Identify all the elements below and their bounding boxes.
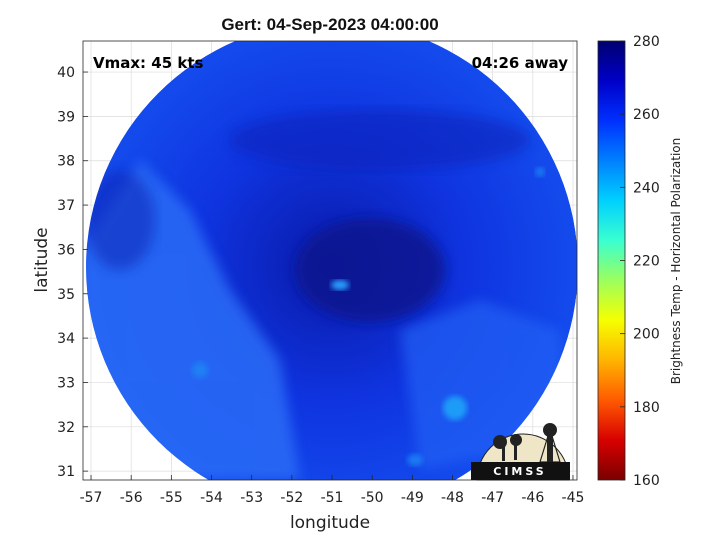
dark-arc-north [230, 110, 530, 170]
cell-center [331, 280, 349, 290]
x-axis-label: longitude [290, 513, 370, 533]
x-tick-label: -52 [280, 490, 303, 506]
y-tick-label: 34 [57, 331, 75, 347]
colorbar-tick-label: 220 [633, 254, 660, 270]
logo-text: CIMSS [493, 465, 546, 478]
dark-west [86, 170, 155, 270]
colorbar-tick-labels: 160 180 200 220 240 260 280 [620, 34, 660, 489]
colorbar-tick-label: 200 [633, 327, 660, 343]
x-tick-label: -47 [481, 490, 504, 506]
x-tick-label: -51 [321, 490, 344, 506]
x-tick-label: -50 [361, 490, 384, 506]
time-away-annotation: 04:26 away [472, 54, 569, 72]
y-tick-label: 36 [57, 242, 75, 258]
colorbar: 160 180 200 220 240 260 280 Brightness Temp - … [597, 34, 683, 489]
y-tick-label: 35 [57, 287, 75, 303]
logo-dish-icon-2 [510, 434, 522, 446]
cimss-logo: CIMSS [471, 423, 570, 481]
x-tick-label: -48 [441, 490, 464, 506]
colorbar-tick-label: 180 [633, 400, 660, 416]
x-tick-label: -56 [120, 490, 143, 506]
logo-banner [471, 462, 570, 480]
colorbar-tick-label: 280 [633, 34, 660, 50]
colorbar-tick-label: 160 [633, 473, 660, 489]
x-tick-label: -55 [160, 490, 183, 506]
axes-frame [82, 40, 578, 481]
y-tick-label: 40 [57, 65, 75, 81]
x-tick-label: -57 [80, 490, 103, 506]
logo-dish-icon [493, 435, 507, 449]
vmax-annotation: Vmax: 45 kts [93, 54, 203, 72]
x-tick-label: -53 [240, 490, 263, 506]
x-tick-label: -45 [562, 490, 585, 506]
y-tick-label: 33 [57, 375, 75, 391]
y-tick-label: 31 [57, 464, 75, 480]
cell-southwest [192, 362, 208, 378]
chart-title: Gert: 04-Sep-2023 04:00:00 [221, 15, 438, 34]
x-tick-label: -46 [521, 490, 544, 506]
logo-tower-icon [543, 423, 557, 437]
colorbar-label: Brightness Temp - Horizontal Polarizatio… [669, 138, 683, 385]
y-tick-labels: 31 32 33 34 35 36 37 38 39 40 [57, 65, 88, 480]
y-tick-label: 32 [57, 420, 75, 436]
x-tick-label: -54 [200, 490, 223, 506]
y-axis-label: latitude [32, 227, 52, 292]
y-tick-label: 39 [57, 109, 75, 125]
cell-south [443, 396, 467, 420]
dark-core [295, 218, 445, 322]
y-tick-label: 37 [57, 198, 75, 214]
colorbar-tick-label: 260 [633, 107, 660, 123]
cell-east [535, 167, 545, 177]
x-tick-label: -49 [401, 490, 424, 506]
colorbar-tick-label: 240 [633, 180, 660, 196]
cell-south2 [407, 454, 423, 466]
x-tick-labels: -57 -56 -55 -54 -53 -52 -51 -50 -49 -48 -47 -46 -45 [80, 475, 585, 506]
y-tick-label: 38 [57, 154, 75, 170]
